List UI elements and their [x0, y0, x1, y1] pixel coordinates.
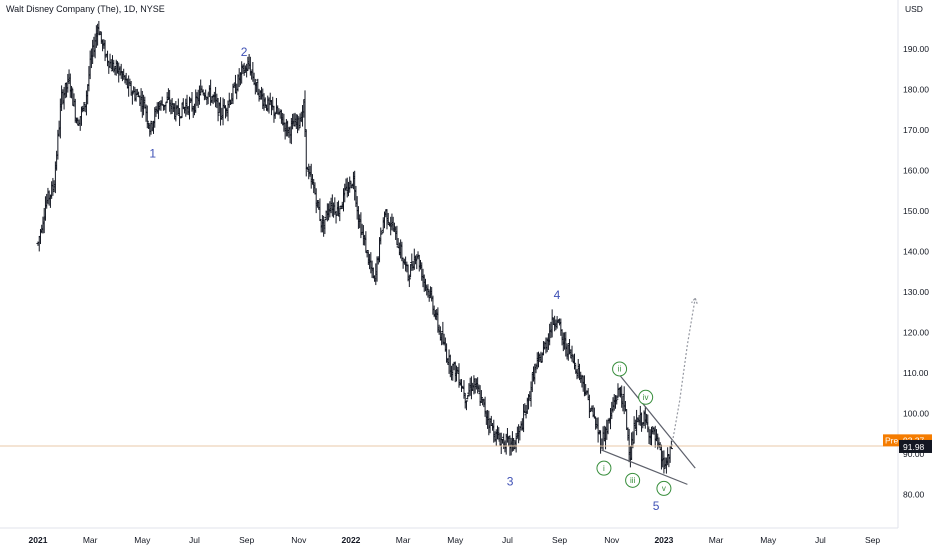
ohlc-bar	[646, 414, 650, 433]
time-tick-label: 2023	[654, 535, 673, 545]
price-axis[interactable]: USD 80.00 90.00 100.00 110.00 120.00 130.00 140…	[883, 0, 932, 550]
pre-badge-label: Pre	[885, 435, 899, 445]
subwave-circle	[638, 389, 654, 405]
ohlc-bar	[103, 40, 107, 62]
ohlc-bar	[130, 90, 134, 105]
ohlc-bar	[379, 227, 383, 245]
price-tick-label: 80.00	[903, 490, 925, 500]
projection-path	[671, 297, 696, 447]
wave-label-3: 3	[507, 475, 514, 489]
chart-title: Walt Disney Company (The), 1D, NYSE	[6, 4, 165, 14]
last-price-badge: 91.98	[899, 439, 932, 453]
ohlc-bar	[386, 212, 390, 225]
pre-badge-tag	[883, 434, 899, 447]
wave-label-5: 5	[653, 499, 660, 513]
subwave-iii: iii	[625, 472, 641, 488]
price-tick-label: 120.00	[903, 328, 929, 338]
ohlc-bar	[464, 400, 469, 411]
ohlc-bar	[145, 105, 149, 129]
time-tick-label: 2021	[29, 535, 48, 545]
subwave-circle	[656, 480, 672, 496]
subwave-circle	[625, 472, 641, 488]
subwave-i: i	[596, 460, 612, 476]
projection-arrowhead	[691, 296, 698, 304]
time-tick-label: Sep	[552, 535, 567, 545]
ohlc-bar	[666, 447, 670, 466]
ohlc-bar	[426, 284, 430, 298]
time-tick-label: Mar	[396, 535, 411, 545]
time-tick-label: Mar	[83, 535, 98, 545]
price-tick-label: 110.00	[903, 368, 929, 378]
ohlc-bar	[242, 62, 246, 76]
time-tick-label: Mar	[709, 535, 724, 545]
ohlc-bar	[348, 176, 352, 193]
subwave-iv: iv	[638, 389, 654, 405]
ohlc-bar	[572, 353, 577, 370]
time-tick-label: Sep	[239, 535, 254, 545]
ohlc-bar	[584, 383, 588, 396]
subwave-circle	[612, 361, 628, 377]
time-tick-label: Nov	[291, 535, 307, 545]
wedge-trendline	[601, 449, 688, 485]
time-tick-label: Jul	[815, 535, 826, 545]
ohlc-bar	[295, 114, 300, 134]
time-tick-label: 2022	[341, 535, 360, 545]
price-tick-label: 90.00	[903, 449, 925, 459]
ohlc-bar	[479, 390, 483, 403]
ohlc-bar	[662, 450, 666, 474]
price-tick-label: 190.00	[903, 44, 929, 54]
time-tick-label: Jul	[502, 535, 513, 545]
wave-label-1: 1	[149, 146, 156, 160]
time-tick-label: May	[134, 535, 151, 545]
price-tick-label: 170.00	[903, 125, 929, 135]
subwave-v: v	[656, 480, 672, 496]
subwave-label: iv	[643, 393, 649, 402]
ohlc-bar	[105, 50, 110, 67]
price-tick-label: 130.00	[903, 287, 929, 297]
time-tick-label: Nov	[604, 535, 620, 545]
ohlc-bar	[315, 200, 320, 208]
ohlc-bars	[36, 20, 673, 474]
ohlc-bar	[365, 250, 369, 258]
wave-label-4: 4	[554, 288, 561, 302]
ohlc-bar	[245, 63, 249, 78]
last-price-label: 91.98	[903, 442, 925, 452]
wave-label-2: 2	[241, 45, 248, 59]
price-axis-bg	[899, 0, 932, 550]
ohlc-bar	[318, 198, 322, 221]
ohlc-bar	[625, 409, 629, 431]
subwave-label: i	[603, 464, 605, 473]
ohlc-bar	[149, 120, 153, 135]
subwave-ii: ii	[612, 361, 628, 377]
ohlc-bar	[423, 278, 428, 292]
price-tick-label: 100.00	[903, 409, 929, 419]
wedge-trendline	[619, 374, 696, 469]
price-tick-label: 150.00	[903, 206, 929, 216]
ohlc-bar	[216, 97, 220, 122]
time-tick-label: May	[760, 535, 777, 545]
currency-label: USD	[905, 4, 923, 14]
subwave-label: ii	[618, 365, 622, 374]
ohlc-bar	[550, 309, 554, 338]
ohlc-bar	[380, 232, 384, 235]
time-axis[interactable]: 2021 Mar May Jul Sep Nov 2022 Mar May Jul Sep Nov 20…	[0, 527, 898, 545]
last-price-tag	[899, 439, 932, 453]
price-tick-label: 180.00	[903, 85, 929, 95]
ohlc-bar	[570, 345, 574, 362]
price-tick-label: 140.00	[903, 247, 929, 257]
ohlc-bar	[82, 102, 86, 112]
time-tick-label: May	[447, 535, 464, 545]
time-tick-label: Jul	[189, 535, 200, 545]
subwave-label: v	[662, 484, 666, 493]
price-tick-label: 160.00	[903, 166, 929, 176]
time-tick-label: Sep	[865, 535, 880, 545]
subwave-circle	[596, 460, 612, 476]
subwave-label: iii	[630, 476, 636, 485]
ohlc-bar	[589, 408, 593, 413]
